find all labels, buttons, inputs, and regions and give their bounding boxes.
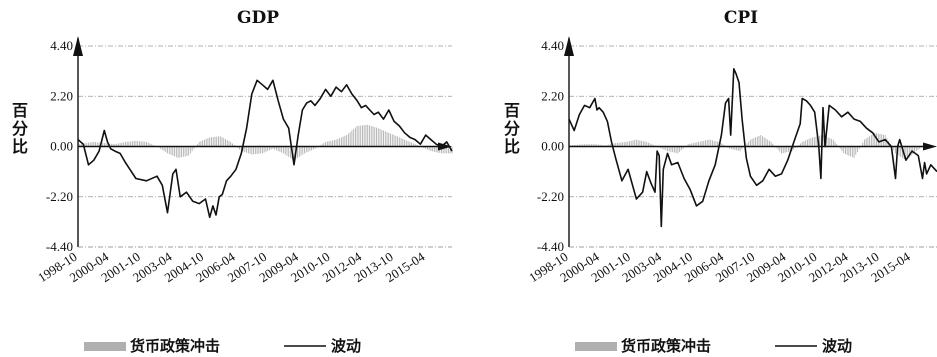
y-tick-label: -4.40 — [537, 239, 564, 254]
y-tick-label: 0.00 — [50, 139, 73, 154]
y-axis-label-char: 比 — [12, 137, 28, 156]
y-axis-label-char: 比 — [504, 137, 520, 156]
legend-label-volatility: 波动 — [822, 337, 852, 355]
y-axis-label-char: 百 — [12, 101, 28, 120]
volatility-line — [77, 79, 453, 219]
cpi-chart: CPI4.402.200.00-2.20-4.40百分比1998-102000-… — [504, 8, 937, 355]
y-axis-label-char: 百 — [504, 101, 520, 120]
y-tick-label: -2.20 — [537, 189, 564, 204]
gdp-chart: GDP4.402.200.00-2.20-4.40百分比1998-102000-… — [12, 8, 453, 355]
y-tick-label: -4.40 — [46, 239, 73, 254]
y-axis-arrow — [73, 36, 83, 56]
y-tick-label: 4.40 — [541, 38, 564, 53]
legend: 货币政策冲击 波动 — [575, 337, 852, 355]
y-tick-label: 4.40 — [50, 38, 73, 53]
chart-title: CPI — [724, 8, 758, 28]
legend-label-shock: 货币政策冲击 — [130, 337, 220, 355]
y-tick-label: -2.20 — [46, 189, 73, 204]
legend-label-volatility: 波动 — [331, 337, 361, 355]
chart-title: GDP — [237, 8, 279, 28]
y-tick-label: 2.20 — [50, 88, 73, 103]
legend-label-shock: 货币政策冲击 — [621, 337, 711, 355]
y-tick-label: 2.20 — [541, 88, 564, 103]
x-axis-arrow — [438, 142, 452, 151]
legend-swatch-shock — [84, 342, 126, 351]
shock-series — [568, 132, 936, 161]
shock-series — [77, 124, 453, 161]
y-tick-label: 0.00 — [541, 139, 564, 154]
volatility-line — [568, 68, 937, 228]
legend: 货币政策冲击 波动 — [84, 337, 361, 355]
y-axis-arrow — [564, 36, 574, 56]
x-axis-arrow — [923, 142, 937, 151]
legend-swatch-shock — [575, 342, 617, 351]
y-axis-label-char: 分 — [504, 119, 520, 138]
y-axis-label-char: 分 — [12, 119, 28, 138]
